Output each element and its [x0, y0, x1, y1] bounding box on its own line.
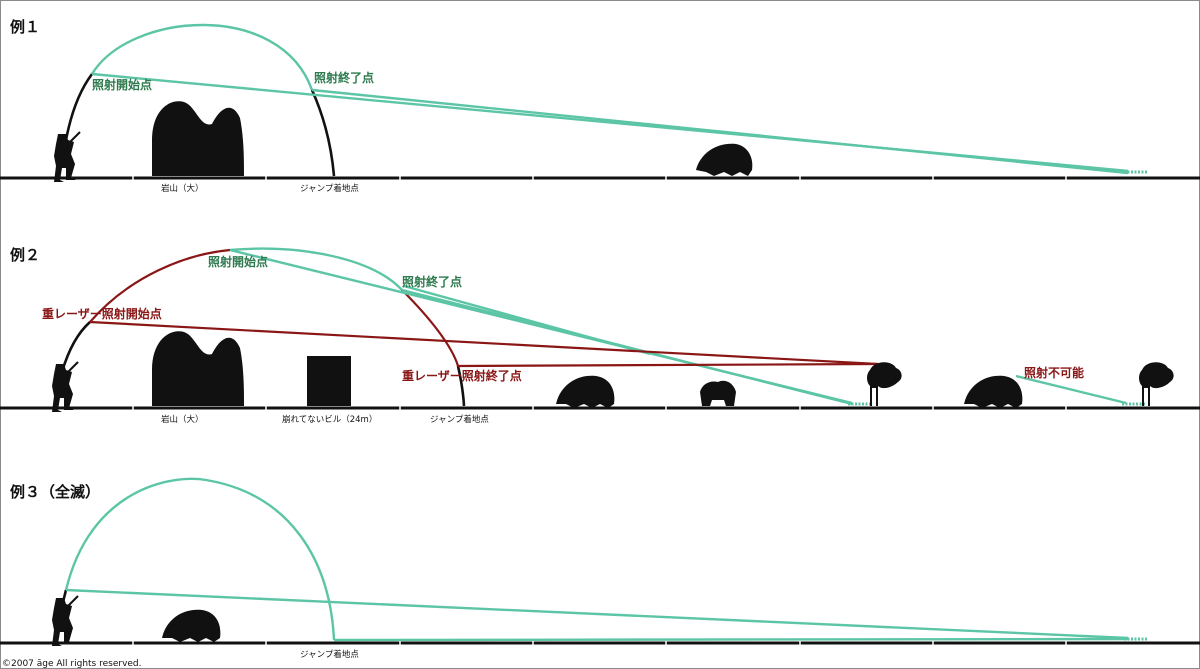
example-3: 例３（全滅） ジャンプ着地点 — [0, 477, 1200, 660]
laser-beam-impossible — [1015, 374, 1127, 405]
heavy-laser-arc-2a — [89, 248, 231, 323]
label-landing-1: ジャンプ着地点 — [300, 183, 359, 194]
mech-silhouette-1 — [54, 131, 81, 182]
label-end-1: 照射終了点 — [314, 70, 374, 85]
bird-silhouette-2a — [867, 362, 902, 406]
heavy-laser-beam-2a — [89, 320, 879, 366]
laser-beam-2c — [403, 284, 651, 356]
ground-ticks-2 — [132, 406, 1067, 410]
label-end-2: 照射終了点 — [402, 274, 462, 289]
label-rock-2: 岩山（大） — [161, 414, 204, 425]
label-heavy-end: 重レーザー照射終了点 — [402, 368, 522, 383]
label-landing-2: ジャンプ着地点 — [430, 414, 489, 425]
jump-arc-start-1 — [64, 73, 94, 141]
label-building: 崩れてないビル（24m） — [282, 414, 377, 425]
ground-ticks-3 — [132, 641, 1067, 645]
jump-arc-end-1 — [310, 89, 336, 177]
bird-silhouette-2b — [1139, 362, 1174, 406]
ground-ticks-1 — [132, 176, 1067, 180]
heavy-laser-arc-2b — [401, 289, 460, 367]
copyright: ©2007 āge All rights reserved. — [2, 659, 142, 669]
label-heavy-start: 重レーザー照射開始点 — [42, 306, 162, 321]
label-rock-1: 岩山（大） — [161, 183, 204, 194]
jump-arc-end-2 — [456, 365, 466, 407]
label-impossible: 照射不可能 — [1024, 365, 1084, 380]
example-1: 例１ 照射開始点 照射終了 — [0, 18, 1200, 194]
laser-arc-1 — [90, 23, 314, 91]
small-creature-silhouette — [700, 380, 736, 406]
laser-arc-2 — [229, 247, 403, 291]
mech-silhouette-3 — [52, 595, 79, 646]
beast-silhouette-2b — [964, 375, 1023, 408]
mech-silhouette-2 — [52, 361, 79, 412]
heavy-laser-beam-2b — [457, 362, 879, 368]
rock-silhouette-2 — [152, 331, 244, 406]
beast-silhouette-2a — [556, 375, 615, 408]
laser-arc-3 — [64, 477, 336, 641]
beast-silhouette-1 — [696, 143, 753, 176]
laser-beam-1b — [311, 88, 1129, 175]
laser-beam-3b — [333, 637, 1129, 642]
laser-beam-3a — [65, 588, 1129, 640]
example-2-title: 例２ — [10, 246, 40, 264]
example-1-title: 例１ — [10, 18, 40, 36]
label-start-1: 照射開始点 — [92, 77, 152, 92]
rock-silhouette-1 — [152, 101, 244, 176]
example-3-title: 例３（全滅） — [10, 483, 100, 501]
label-start-2: 照射開始点 — [208, 254, 268, 269]
example-2: 例２ — [0, 246, 1200, 425]
label-landing-3: ジャンプ着地点 — [300, 649, 359, 660]
beast-silhouette-3 — [162, 609, 221, 642]
building-silhouette — [307, 356, 351, 406]
